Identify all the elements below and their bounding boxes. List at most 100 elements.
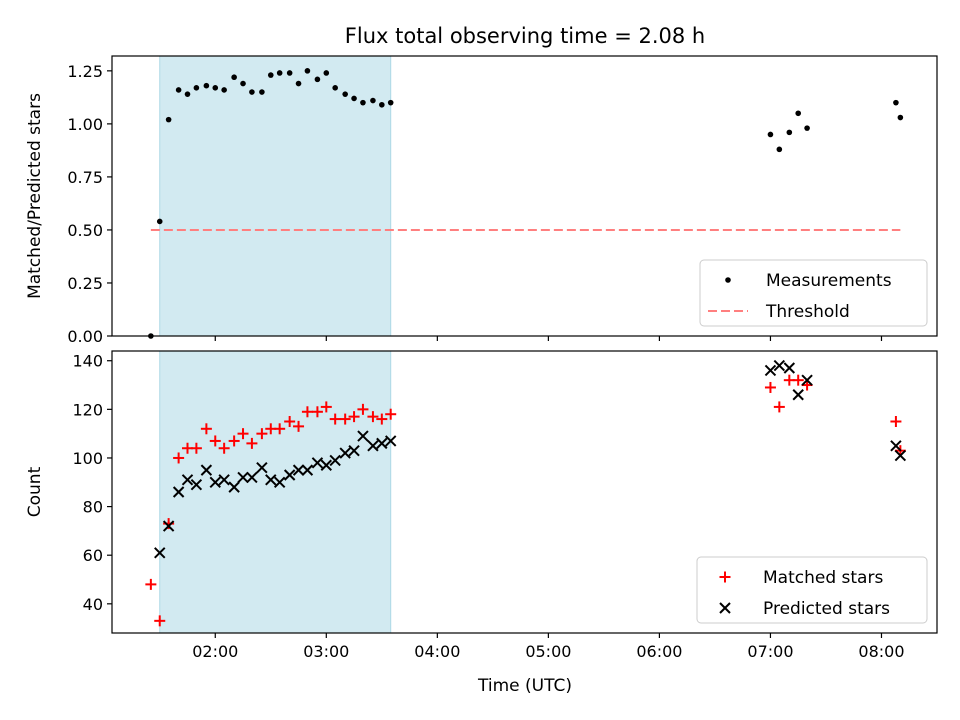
top-y-axis-label: Matched/Predicted stars (25, 93, 45, 299)
predicted-star-point (764, 364, 777, 377)
predicted-star-point (773, 359, 786, 372)
chart-title: Flux total observing time = 2.08 h (345, 24, 705, 48)
measurement-point (276, 70, 283, 76)
predicted-star-point (348, 444, 360, 457)
predicted-star-point (181, 474, 194, 486)
predicted-star-point (228, 481, 240, 493)
matched-star-point (890, 416, 902, 427)
measurement-point (286, 70, 293, 76)
predicted-star-point (384, 435, 397, 447)
predicted-star-point (292, 464, 305, 476)
legend-marker-predicted (719, 602, 731, 614)
legend-marker-matched (719, 571, 731, 583)
predicted-star-point (172, 486, 185, 498)
predicted-star-point (246, 471, 258, 484)
measurement-point (379, 101, 385, 108)
matched-star-point (274, 423, 286, 435)
matched-star-point (293, 420, 305, 432)
measurement-point (259, 89, 265, 95)
y-tick-label: 0.75 (67, 168, 103, 187)
predicted-star-point (339, 447, 351, 459)
top-panel-frame (111, 55, 938, 337)
predicted-star-point (256, 461, 268, 474)
predicted-star-point (200, 464, 213, 476)
measurement-point (360, 99, 366, 106)
legend-box (699, 259, 928, 327)
bottom-panel-ticks: 40 60 80 100 120 140 02:00 03:00 04:00 05:00 06:00… (72, 352, 904, 661)
top-panel-marks (148, 68, 904, 339)
matched-star-point (301, 406, 313, 418)
matched-star-point (237, 428, 249, 440)
matched-star-point (348, 411, 360, 423)
measurement-point (897, 114, 904, 121)
x-tick-label: 07:00 (747, 642, 793, 661)
predicted-star-point (283, 469, 296, 481)
x-tick-label: 03:00 (303, 642, 349, 661)
predicted-star-point (190, 478, 203, 491)
measurement-point (786, 129, 793, 136)
bottom-y-axis-label: Count (25, 466, 45, 517)
measurement-point (240, 80, 246, 87)
predicted-star-point (357, 430, 369, 442)
measurement-point (193, 85, 200, 91)
predicted-star-point (237, 471, 249, 484)
measurement-point (165, 116, 172, 123)
matched-star-point (311, 406, 323, 418)
predicted-star-point (209, 476, 221, 488)
matched-star-point (200, 423, 212, 435)
measurement-point (221, 87, 227, 93)
y-tick-label: 0.00 (67, 327, 103, 346)
predicted-star-point (376, 437, 388, 450)
y-tick-label: 140 (72, 352, 103, 371)
legend-label: Matched stars (763, 568, 883, 588)
legend-box (696, 556, 928, 624)
matched-star-point (764, 381, 776, 393)
measurement-point (267, 72, 274, 78)
legend-label: Threshold (765, 302, 850, 322)
measurement-point (370, 97, 376, 104)
predicted-star-point (329, 454, 341, 467)
y-tick-label: 1.00 (67, 115, 103, 134)
matched-star-point (284, 416, 296, 427)
measurement-point (323, 70, 330, 76)
top-panel-ticks: 0.00 0.25 0.50 0.75 1.00 1.25 (67, 62, 883, 346)
top-panel: 0.00 0.25 0.50 0.75 1.00 1.25 Matched/Predict… (25, 55, 938, 346)
measurement-point (295, 80, 302, 87)
measurement-point (893, 99, 899, 106)
bottom-legend: Matched stars Predicted stars (696, 556, 928, 624)
predicted-star-point (320, 459, 333, 471)
y-tick-label: 100 (72, 449, 103, 468)
measurement-point (795, 110, 802, 117)
matched-star-point (228, 435, 240, 447)
x-tick-label: 08:00 (858, 642, 904, 661)
measurement-point (203, 82, 210, 89)
x-axis-label: Time (UTC) (477, 676, 572, 696)
y-tick-label: 1.25 (67, 62, 103, 81)
y-tick-label: 40 (83, 595, 103, 614)
predicted-star-point (154, 547, 166, 559)
matched-star-point (320, 401, 332, 413)
matched-star-point (246, 437, 258, 449)
predicted-star-point (265, 474, 277, 486)
measurement-point (351, 95, 357, 102)
predicted-star-point (792, 389, 804, 401)
y-tick-label: 120 (72, 400, 103, 419)
measurement-point (342, 91, 348, 97)
measurement-point (249, 89, 255, 95)
measurement-point (314, 76, 321, 83)
matched-star-point (367, 411, 379, 423)
matched-star-point (190, 442, 202, 454)
predicted-star-point (801, 374, 813, 386)
top-legend: Measurements Threshold (699, 259, 928, 327)
predicted-star-point (890, 440, 902, 452)
predicted-star-point (311, 457, 324, 469)
bottom-panel-frame (111, 350, 938, 634)
predicted-star-point (162, 520, 175, 532)
y-tick-label: 80 (83, 498, 103, 517)
measurement-point (175, 87, 182, 93)
measurement-point (804, 125, 810, 131)
x-tick-label: 06:00 (636, 642, 682, 661)
bottom-panel-shade (159, 350, 392, 634)
predicted-star-point (218, 474, 230, 486)
